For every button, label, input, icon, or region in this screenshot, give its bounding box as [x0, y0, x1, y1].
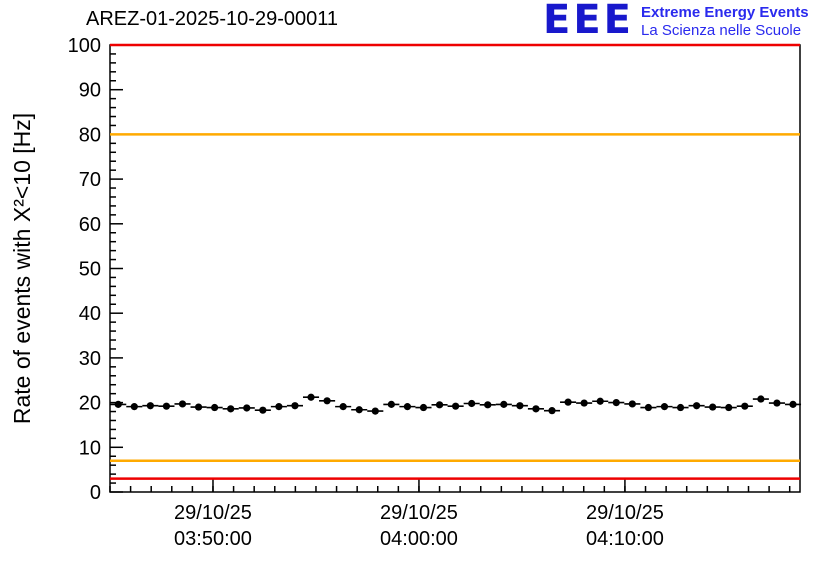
data-point — [500, 400, 508, 408]
data-point — [227, 405, 235, 413]
data-point — [660, 403, 669, 411]
y-tick-label: 80 — [79, 124, 101, 146]
eee-logo: EEE Extreme Energy Events La Scienza nel… — [543, 0, 809, 43]
data-point — [387, 400, 395, 408]
data-point — [211, 403, 219, 412]
data-point — [596, 397, 604, 405]
y-tick-label: 30 — [79, 348, 101, 370]
data-point — [709, 403, 717, 411]
data-point — [146, 402, 154, 410]
x-tick-label-time: 04:10:00 — [586, 528, 664, 550]
eee-logo-lines: Extreme Energy Events La Scienza nelle S… — [641, 2, 809, 40]
data-series-event-rate — [110, 393, 802, 415]
data-point — [548, 407, 556, 415]
data-point — [644, 403, 653, 412]
x-axis: 29/10/25 03:50:00 29/10/25 04:00:00 29/10/25… — [109, 479, 791, 550]
eee-logo-mark: EEE — [543, 0, 634, 43]
data-point — [773, 399, 781, 407]
x-tick-label-date: 29/10/25 — [380, 502, 458, 524]
data-point — [162, 402, 171, 410]
data-point — [757, 395, 765, 403]
data-point — [259, 406, 267, 414]
data-point — [452, 402, 460, 410]
data-point — [468, 399, 476, 408]
y-tick-label: 10 — [79, 437, 101, 459]
data-point — [339, 403, 347, 411]
x-tick-label-date: 29/10/25 — [586, 502, 664, 524]
x-tick-label-date: 29/10/25 — [174, 502, 252, 524]
data-point — [323, 397, 331, 405]
data-point — [130, 403, 138, 411]
data-point — [789, 400, 797, 408]
data-point — [114, 400, 122, 408]
data-point — [355, 406, 363, 414]
y-axis: 0 10 20 30 40 50 60 70 80 90 100 — [68, 35, 123, 504]
y-tick-label: 50 — [79, 259, 101, 281]
eee-logo-line2: La Scienza nelle Scuole — [640, 22, 802, 39]
data-point — [612, 399, 620, 407]
data-point — [371, 407, 379, 415]
threshold-lines — [110, 43, 800, 480]
data-point — [693, 402, 701, 410]
data-point — [435, 401, 444, 409]
data-point — [178, 400, 187, 408]
y-tick-label: 0 — [90, 482, 101, 504]
y-tick-label: 20 — [79, 393, 101, 415]
data-point — [275, 403, 283, 411]
data-point — [403, 403, 412, 411]
data-point — [580, 399, 588, 407]
data-point — [676, 403, 685, 412]
data-point — [516, 402, 524, 410]
data-point — [741, 402, 749, 410]
data-point — [564, 398, 572, 406]
data-point — [291, 402, 299, 410]
data-point — [243, 404, 251, 412]
x-tick-label-time: 03:50:00 — [174, 528, 252, 550]
eee-logo-line1: Extreme Energy Events — [640, 4, 809, 21]
data-point — [194, 403, 203, 411]
chart-title: AREZ-01-2025-10-29-00011 — [86, 8, 339, 30]
data-point — [725, 403, 733, 412]
x-tick-label-time: 04:00:00 — [380, 528, 458, 550]
data-point — [419, 403, 428, 412]
y-tick-label: 40 — [79, 303, 101, 325]
data-point — [628, 400, 636, 408]
y-tick-label: 70 — [79, 169, 101, 191]
data-point — [307, 393, 315, 401]
y-tick-label: 60 — [79, 214, 101, 236]
plot-frame — [109, 44, 801, 493]
data-point — [484, 401, 492, 409]
y-tick-label: 100 — [68, 35, 101, 57]
data-point — [532, 405, 540, 413]
y-axis-label: Rate of events with X²<10 [Hz] — [9, 113, 35, 424]
y-tick-label: 90 — [79, 80, 101, 102]
